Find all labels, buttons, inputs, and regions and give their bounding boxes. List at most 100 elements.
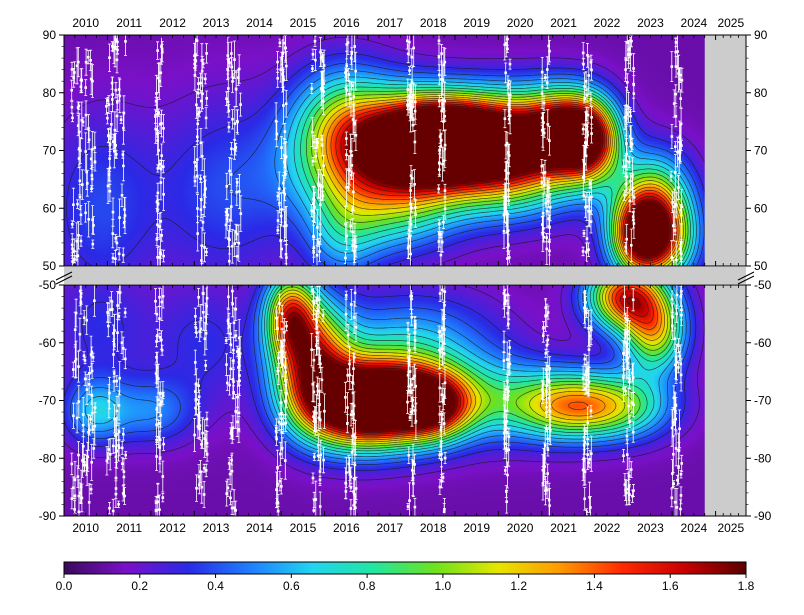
observation-column bbox=[153, 35, 166, 266]
x-tick-label-top: 2024 bbox=[681, 16, 708, 30]
error-bars bbox=[669, 35, 684, 266]
error-bars bbox=[153, 35, 166, 266]
x-tick-label-top: 2023 bbox=[637, 16, 664, 30]
observation-column bbox=[310, 35, 326, 266]
error-bars bbox=[70, 47, 97, 266]
x-tick-label-bottom: 2025 bbox=[717, 521, 744, 535]
x-tick-label-top: 2020 bbox=[507, 16, 534, 30]
y-tick-label-left: -70 bbox=[39, 394, 57, 408]
y-tick-label-right: -60 bbox=[754, 336, 772, 350]
x-tick-label-top: 2021 bbox=[550, 16, 577, 30]
y-tick-label-right: 70 bbox=[754, 144, 768, 158]
error-bars bbox=[224, 285, 242, 516]
y-tick-label-left: -80 bbox=[39, 451, 57, 465]
y-tick-label-left: 70 bbox=[43, 144, 57, 158]
x-tick-label-bottom: 2018 bbox=[420, 521, 447, 535]
y-tick-label-left: -60 bbox=[39, 336, 57, 350]
colorbar-tick-label: 0.8 bbox=[359, 579, 376, 593]
y-tick-label-left: -50 bbox=[39, 278, 57, 292]
lower-no-data-region bbox=[704, 285, 746, 516]
error-bars bbox=[581, 42, 594, 262]
observation-column bbox=[193, 285, 209, 508]
colorbar-ticks: 0.0 0.2 0.4 0.6 0.8 1.0 1.2 1.4 1.6 1.8 bbox=[56, 574, 755, 593]
observation-column bbox=[224, 285, 242, 516]
colorbar-gradient bbox=[63, 561, 747, 575]
colorbar: 0.0 0.2 0.4 0.6 0.8 1.0 1.2 1.4 1.6 1.8 bbox=[56, 561, 755, 593]
error-bars bbox=[193, 35, 209, 266]
error-bars bbox=[581, 285, 593, 516]
observation-column bbox=[310, 285, 326, 516]
y-tick-label-left: 60 bbox=[43, 201, 57, 215]
x-tick-label-bottom: 2021 bbox=[550, 521, 577, 535]
upper-heatmap bbox=[64, 35, 705, 266]
y-tick-label-right: -50 bbox=[754, 278, 772, 292]
x-tick-label-bottom: 2011 bbox=[116, 521, 142, 535]
colorbar-tick-label: 0.2 bbox=[131, 579, 148, 593]
observation-column bbox=[437, 35, 447, 266]
error-bars bbox=[540, 35, 552, 266]
error-bars bbox=[274, 35, 288, 266]
colorbar-tick-label: 0.6 bbox=[283, 579, 300, 593]
y-tick-label-right: -80 bbox=[754, 451, 772, 465]
error-bars bbox=[154, 285, 166, 516]
break-mark-left bbox=[55, 271, 73, 285]
observation-column bbox=[540, 35, 552, 266]
y-tick-label-right: 50 bbox=[754, 259, 768, 273]
observation-column bbox=[502, 285, 512, 514]
y-tick-label-left: 50 bbox=[43, 259, 57, 273]
observation-column bbox=[70, 47, 97, 266]
observation-column bbox=[540, 298, 552, 516]
observation-column bbox=[104, 35, 127, 266]
x-tick-label-bottom: 2024 bbox=[681, 521, 708, 535]
observation-column bbox=[670, 285, 684, 516]
observation-column bbox=[405, 35, 418, 266]
error-bars bbox=[104, 35, 127, 266]
x-tick-label-bottom: 2020 bbox=[507, 521, 534, 535]
colorbar-tick-label: 1.4 bbox=[586, 579, 603, 593]
colorbar-tick-label: 0.4 bbox=[207, 579, 224, 593]
observation-column bbox=[274, 35, 288, 266]
error-bars bbox=[437, 285, 447, 516]
colorbar-tick-label: 0.0 bbox=[56, 579, 73, 593]
axis-break bbox=[55, 267, 755, 285]
x-tick-label-bottom: 2019 bbox=[463, 521, 490, 535]
x-tick-label-bottom: 2013 bbox=[203, 521, 230, 535]
observation-column bbox=[581, 285, 593, 516]
y-tick-label-left: 90 bbox=[43, 28, 57, 42]
error-bars bbox=[343, 35, 358, 266]
observation-column bbox=[154, 285, 166, 516]
observation-column bbox=[406, 285, 418, 516]
error-bars bbox=[502, 285, 512, 514]
x-tick-label-bottom: 2014 bbox=[246, 521, 273, 535]
axes: 2010 2010 2011 2011 2012 2012 2013 2013 2014 2014… bbox=[39, 16, 772, 535]
x-tick-label-bottom: 2010 bbox=[72, 521, 99, 535]
observation-column bbox=[581, 42, 594, 262]
lower-panel bbox=[63, 284, 747, 517]
observation-column bbox=[622, 35, 636, 262]
error-bars bbox=[105, 285, 128, 516]
x-tick-label-top: 2011 bbox=[116, 16, 142, 30]
observation-column bbox=[621, 285, 636, 506]
error-bars bbox=[193, 285, 209, 508]
x-tick-label-bottom: 2012 bbox=[159, 521, 186, 535]
error-bars bbox=[343, 285, 358, 516]
error-bars bbox=[670, 285, 684, 516]
x-tick-label-top: 2018 bbox=[420, 16, 447, 30]
colorbar-tick-label: 1.8 bbox=[738, 579, 755, 593]
break-band bbox=[64, 267, 746, 284]
observation-column bbox=[502, 35, 512, 266]
colorbar-tick-label: 1.2 bbox=[510, 579, 527, 593]
x-tick-label-bottom: 2022 bbox=[594, 521, 621, 535]
x-tick-label-top: 2022 bbox=[594, 16, 621, 30]
x-tick-label-bottom: 2016 bbox=[333, 521, 360, 535]
observation-column bbox=[343, 35, 358, 266]
observation-column bbox=[343, 285, 358, 516]
observation-column bbox=[437, 285, 447, 516]
y-tick-label-left: -90 bbox=[39, 509, 57, 523]
observation-column bbox=[70, 285, 97, 516]
x-tick-label-bottom: 2023 bbox=[637, 521, 664, 535]
error-bars bbox=[437, 35, 447, 266]
upper-observations bbox=[70, 35, 684, 266]
colorbar-tick-label: 1.6 bbox=[662, 579, 679, 593]
